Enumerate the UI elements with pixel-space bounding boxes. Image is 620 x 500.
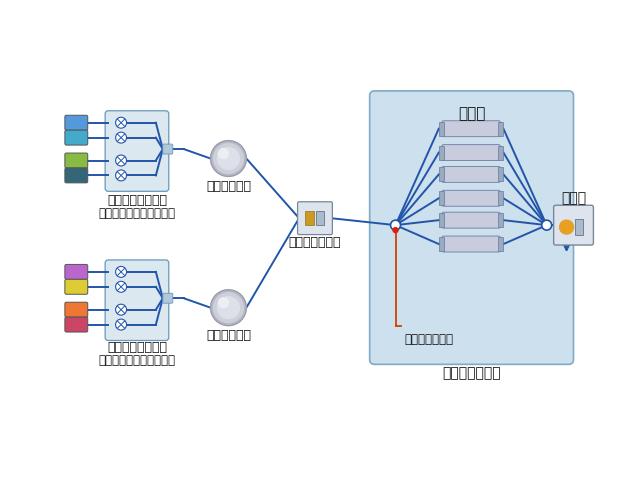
Circle shape [115, 155, 126, 166]
FancyBboxPatch shape [554, 205, 593, 245]
Circle shape [213, 293, 244, 322]
FancyBboxPatch shape [442, 236, 500, 252]
Circle shape [115, 170, 126, 181]
FancyBboxPatch shape [65, 302, 88, 317]
Bar [439, 213, 444, 227]
FancyBboxPatch shape [442, 190, 500, 206]
Text: 流路切換ユニット: 流路切換ユニット [107, 341, 167, 354]
FancyBboxPatch shape [163, 144, 173, 154]
Bar [575, 219, 583, 235]
Circle shape [115, 132, 126, 143]
Text: 流路切換バルブ: 流路切換バルブ [404, 332, 453, 345]
FancyBboxPatch shape [65, 153, 88, 168]
Circle shape [211, 140, 246, 176]
Bar [439, 168, 444, 181]
FancyBboxPatch shape [163, 294, 173, 303]
Bar [498, 168, 503, 181]
Circle shape [115, 304, 126, 315]
FancyBboxPatch shape [65, 116, 88, 130]
Circle shape [218, 296, 239, 318]
FancyBboxPatch shape [442, 166, 500, 182]
Circle shape [115, 117, 126, 128]
Circle shape [218, 148, 239, 170]
Bar [439, 146, 444, 160]
Text: カラムオーブン: カラムオーブン [442, 366, 501, 380]
Circle shape [218, 148, 228, 158]
FancyBboxPatch shape [105, 260, 169, 340]
FancyBboxPatch shape [65, 280, 88, 294]
Text: 送液ユニット: 送液ユニット [206, 329, 251, 342]
Circle shape [115, 266, 126, 278]
Circle shape [213, 144, 244, 174]
Circle shape [560, 220, 574, 234]
Circle shape [542, 220, 552, 230]
FancyBboxPatch shape [442, 120, 500, 136]
Bar [439, 122, 444, 136]
Text: 送液ユニット: 送液ユニット [206, 180, 251, 193]
Circle shape [211, 290, 246, 326]
Circle shape [218, 298, 228, 308]
FancyBboxPatch shape [298, 202, 332, 234]
FancyBboxPatch shape [65, 317, 88, 332]
FancyBboxPatch shape [105, 111, 169, 192]
Text: カラム: カラム [458, 106, 485, 122]
FancyBboxPatch shape [370, 91, 574, 364]
Circle shape [115, 282, 126, 292]
Circle shape [115, 319, 126, 330]
Circle shape [391, 220, 401, 230]
Bar [498, 213, 503, 227]
Bar [498, 237, 503, 251]
FancyBboxPatch shape [442, 212, 500, 228]
Text: オートサンプラ: オートサンプラ [289, 236, 341, 248]
FancyBboxPatch shape [65, 168, 88, 183]
Bar [498, 192, 503, 205]
Bar [439, 192, 444, 205]
Text: 検出器: 検出器 [561, 192, 586, 205]
Text: （送液ユニットに内蔵）: （送液ユニットに内蔵） [99, 354, 175, 367]
Bar [316, 211, 324, 225]
Bar [498, 146, 503, 160]
FancyBboxPatch shape [65, 264, 88, 280]
FancyBboxPatch shape [442, 144, 500, 160]
Bar [305, 211, 314, 225]
Circle shape [393, 228, 398, 232]
Text: 流路切換ユニット: 流路切換ユニット [107, 194, 167, 207]
Bar [498, 122, 503, 136]
FancyBboxPatch shape [65, 130, 88, 145]
Bar [439, 237, 444, 251]
Text: （送液ユニットに内蔵）: （送液ユニットに内蔵） [99, 206, 175, 220]
